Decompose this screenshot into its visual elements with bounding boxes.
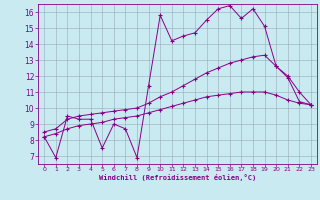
- X-axis label: Windchill (Refroidissement éolien,°C): Windchill (Refroidissement éolien,°C): [99, 174, 256, 181]
